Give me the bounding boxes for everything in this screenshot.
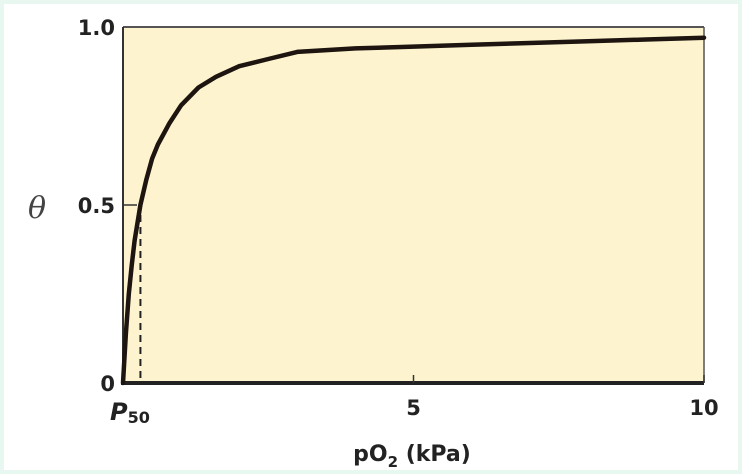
p50-label-sub: 50 <box>128 408 150 427</box>
x-tick-label: 5 <box>406 396 421 420</box>
x-axis-label: pO2 (kPa) <box>353 442 471 471</box>
p50-label-main: P <box>110 398 128 426</box>
y-tick-label: 0 <box>100 372 115 396</box>
y-axis-label: θ <box>28 191 46 226</box>
binding-curve <box>120 35 707 386</box>
y-tick-label: 0.5 <box>78 194 115 218</box>
plot-area <box>123 27 704 383</box>
x-tick-label: 10 <box>689 396 718 420</box>
p50-label: P50 <box>110 398 150 427</box>
x-axis-label-main: pO <box>353 442 387 467</box>
y-tick-label: 1.0 <box>78 16 115 40</box>
x-axis-label-unit: (kPa) <box>398 442 471 467</box>
x-axis-label-sub: 2 <box>388 453 398 471</box>
